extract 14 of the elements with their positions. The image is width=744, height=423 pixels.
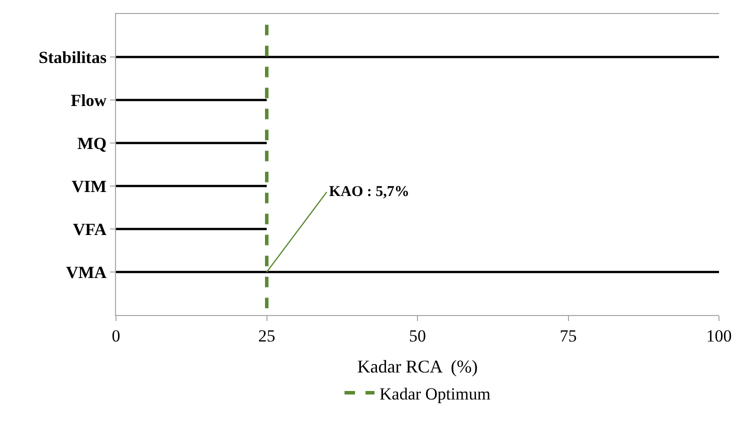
- x-tick-label: 0: [112, 326, 120, 346]
- y-tick-label: Stabilitas: [38, 48, 107, 67]
- y-tick-label: Flow: [70, 90, 108, 110]
- x-tick-label: 75: [560, 326, 577, 346]
- y-tick-label: MQ: [77, 134, 107, 153]
- x-axis-title: Kadar RCA (%): [357, 356, 478, 376]
- y-tick-label: VMA: [66, 262, 108, 282]
- x-tick-label: 50: [409, 326, 426, 346]
- x-tick-label: 25: [258, 326, 276, 346]
- y-tick-label: VIM: [72, 176, 107, 196]
- annotation: KAO : 5,7%: [329, 184, 410, 200]
- legend-label: Kadar Optimum: [380, 384, 490, 404]
- x-tick-label: 100: [706, 326, 732, 346]
- y-tick-label: VFA: [72, 220, 108, 239]
